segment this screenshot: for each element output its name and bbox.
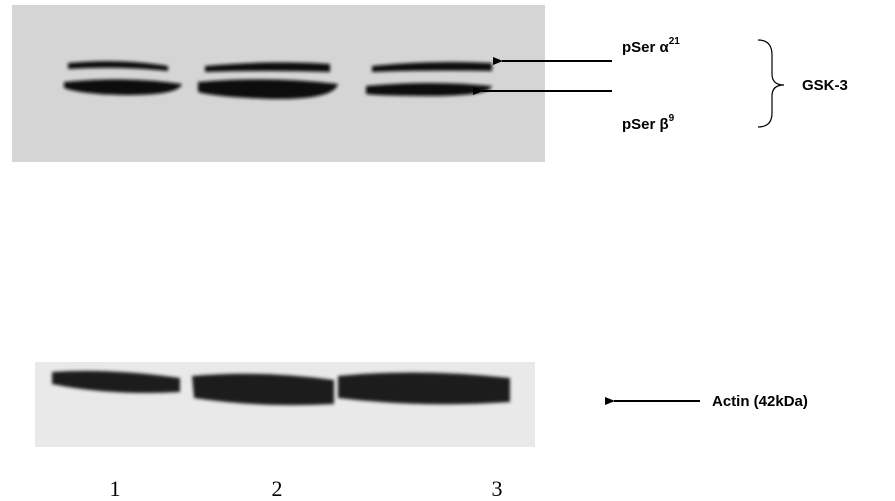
lane-label: 2 xyxy=(272,476,283,501)
superscript: 9 xyxy=(669,113,675,124)
lane-label: 3 xyxy=(492,476,503,501)
label-text: pSer β xyxy=(622,116,669,133)
lane-label: 1 xyxy=(110,476,121,501)
figure: pSer α21 pSer β9 GSK-3 Actin (42kDa) 1 2… xyxy=(0,0,895,501)
label-group: GSK-3 xyxy=(802,77,848,94)
label-actin: Actin (42kDa) xyxy=(712,393,808,410)
label-alpha: pSer α21 xyxy=(622,36,680,56)
label-beta: pSer β9 xyxy=(622,113,675,133)
superscript: 21 xyxy=(669,36,681,47)
label-text: pSer α xyxy=(622,39,670,56)
brace xyxy=(758,40,784,127)
page: {"labels": {"alpha": {"text": "pSer α", … xyxy=(0,0,895,501)
